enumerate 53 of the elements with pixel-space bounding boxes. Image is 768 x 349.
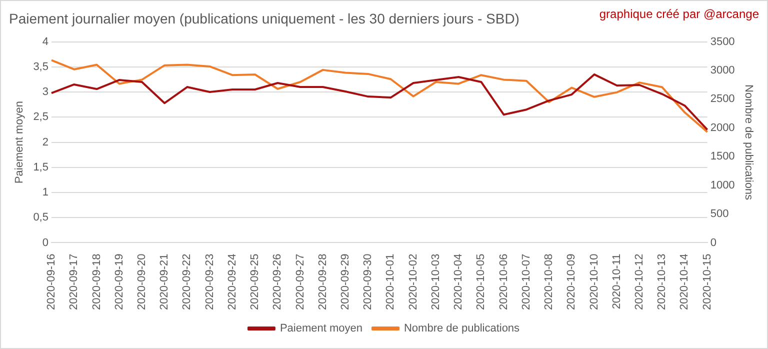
- x-tick-label: 2020-09-27: [294, 254, 306, 310]
- y-tick-label: 3: [42, 86, 48, 98]
- y-tick-label: 1: [42, 186, 48, 199]
- y-tick-label: 4: [42, 36, 48, 48]
- x-tick-label: 2020-09-17: [68, 254, 80, 310]
- y2-tick-label: 1000: [710, 179, 735, 192]
- x-tick-label: 2020-09-16: [46, 254, 58, 310]
- y2-tick-label: 2000: [710, 122, 735, 134]
- y-tick-label: 2,5: [33, 111, 48, 124]
- chart-title: Paiement journalier moyen (publications uniquement - les 30 derniers jours - SBD): [9, 10, 520, 26]
- x-tick-label: 2020-10-09: [566, 254, 578, 310]
- y-tick-label: 0: [42, 236, 48, 249]
- x-tick-label: 2020-10-13: [656, 254, 668, 310]
- y2-tick-label: 500: [710, 208, 729, 220]
- x-tick-label: 2020-09-18: [90, 254, 103, 310]
- y2-tick-label: 3000: [710, 64, 735, 77]
- x-tick-label: 2020-09-25: [249, 254, 262, 310]
- y2-tick-label: 0: [710, 236, 716, 249]
- y-axis-title: Paiement moyen: [14, 100, 26, 184]
- x-tick-label: 2020-10-10: [588, 254, 600, 310]
- y2-axis-title: Nombre de publications: [742, 84, 754, 201]
- x-tick-label: 2020-10-15: [701, 254, 714, 310]
- x-tick-label: 2020-10-12: [634, 254, 646, 310]
- legend-label: Paiement moyen: [280, 322, 362, 335]
- x-tick-label: 2020-10-05: [475, 254, 488, 310]
- x-tick-label: 2020-09-19: [113, 254, 126, 310]
- x-tick-label: 2020-10-11: [610, 254, 623, 310]
- x-tick-label: 2020-10-07: [520, 254, 532, 310]
- y2-tick-label: 3500: [710, 36, 735, 48]
- y2-tick-label: 2500: [710, 93, 735, 106]
- x-tick-label: 2020-10-02: [407, 254, 420, 310]
- y2-tick-label: 1500: [710, 150, 735, 163]
- x-tick-label: 2020-09-26: [272, 254, 284, 310]
- x-tick-label: 2020-10-03: [430, 254, 442, 310]
- y-tick-label: 3,5: [33, 60, 48, 73]
- x-tick-label: 2020-10-01: [384, 254, 397, 310]
- x-tick-label: 2020-10-06: [498, 254, 510, 310]
- x-tick-label: 2020-09-22: [181, 254, 194, 310]
- x-tick-label: 2020-09-21: [158, 254, 171, 310]
- x-tick-label: 2020-09-28: [316, 254, 329, 310]
- x-tick-label: 2020-10-14: [678, 254, 691, 310]
- y-tick-label: 2: [42, 136, 48, 148]
- x-tick-label: 2020-09-29: [340, 254, 352, 310]
- text: graphique créé par @arcange: [599, 7, 759, 21]
- x-tick-label: 2020-09-30: [362, 254, 374, 310]
- y-tick-label: 0,5: [33, 212, 48, 224]
- x-tick-label: 2020-09-24: [226, 254, 238, 310]
- legend-label: Nombre de publications: [404, 322, 520, 335]
- x-tick-label: 2020-09-20: [136, 254, 148, 310]
- x-tick-label: 2020-09-23: [204, 254, 216, 310]
- x-tick-label: 2020-10-08: [543, 254, 556, 310]
- y-tick-label: 1,5: [33, 161, 48, 174]
- x-tick-label: 2020-10-04: [452, 254, 465, 310]
